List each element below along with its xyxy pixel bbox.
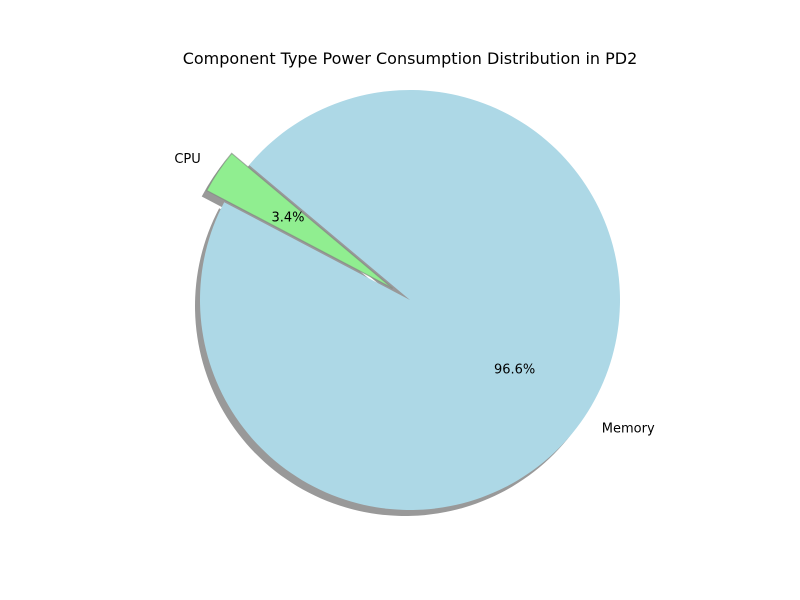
slice-pct-label-memory: 96.6% [494, 363, 535, 378]
slice-pct-label-cpu: 3.4% [271, 211, 304, 226]
slice-layer [200, 89, 621, 510]
slice-label-cpu: CPU [174, 152, 200, 167]
chart-title: Component Type Power Consumption Distrib… [183, 49, 638, 68]
slice-label-memory: Memory [602, 421, 655, 436]
label-layer: CPU 3.4% Memory 96.6% [174, 152, 655, 436]
pie-slice-memory [200, 89, 621, 510]
pie-slice-cpu [205, 152, 393, 289]
